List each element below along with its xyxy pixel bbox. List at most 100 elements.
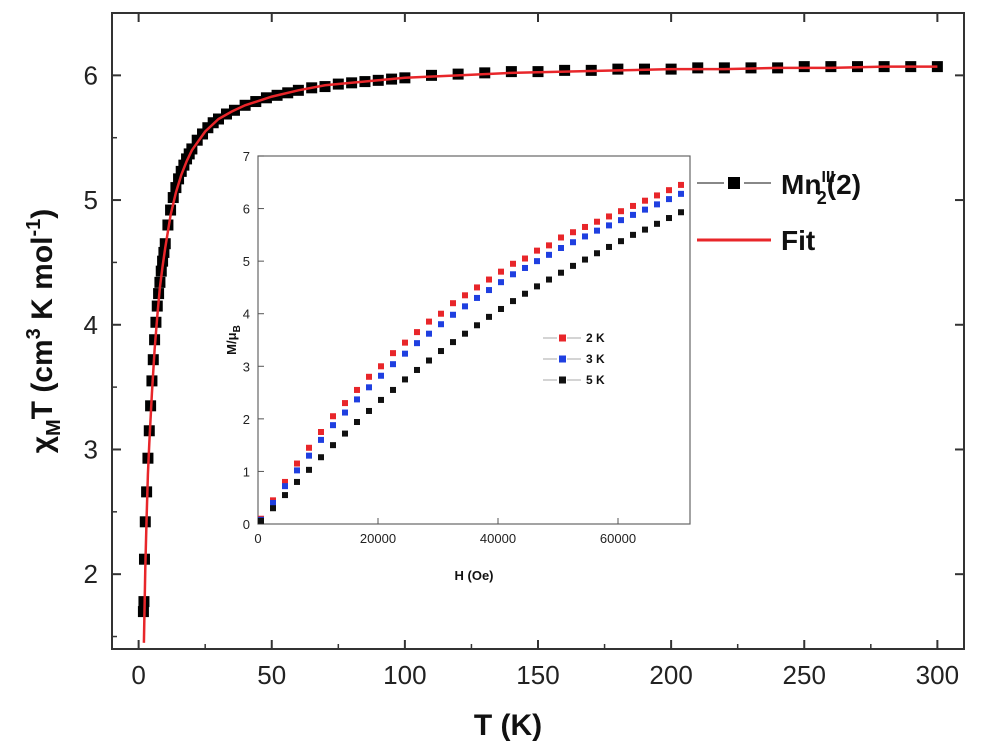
inset-data-point-5k [606, 243, 612, 250]
inset-data-point-3k [534, 258, 540, 265]
inset-y-tick-label: 0 [243, 517, 250, 532]
inset-data-point-2k [618, 208, 624, 215]
inset-data-point-2k [582, 223, 588, 230]
inset-data-point-3k [270, 499, 276, 506]
inset-data-point-3k [558, 245, 564, 251]
inset-data-point-5k [486, 313, 492, 320]
inset-data-point-3k [642, 206, 648, 213]
inset-data-point-5k [594, 250, 600, 257]
inset-data-point-3k [582, 233, 588, 240]
inset-x-axis-title: H (Oe) [455, 568, 494, 583]
inset-data-point-2k [558, 234, 564, 241]
inset-data-point-5k [414, 366, 420, 373]
mn-data-point [798, 61, 810, 73]
mn-data-point [479, 67, 491, 79]
mn-data-point [170, 182, 182, 194]
y-tick-label: 5 [84, 185, 98, 215]
inset-y-tick-label: 7 [243, 149, 250, 164]
legend-mn-tail: (2) [827, 169, 861, 200]
inset-data-point-5k [642, 226, 648, 233]
inset-data-point-5k [306, 466, 312, 473]
legend-mn-sub: 2 [817, 188, 827, 208]
y-axis-title-k: K mol [26, 237, 59, 329]
inset-data-point-5k [498, 305, 504, 312]
inset-y-tick-label: 3 [243, 359, 250, 374]
inset-data-point-2k [678, 181, 684, 188]
y-tick-label: 4 [84, 310, 98, 340]
inset-data-point-5k [450, 339, 456, 346]
inset-data-point-5k [510, 298, 516, 305]
inset-legend-marker [559, 355, 566, 363]
inset-axis-ticks: 0 20000 40000 60000 0 1 2 3 4 5 6 7 [243, 149, 636, 546]
mn-data-point [191, 134, 203, 146]
inset-data-point-2k [510, 260, 516, 267]
inset-data-point-3k [306, 452, 312, 459]
inset-legend-label: 2 K [586, 331, 605, 345]
inset-data-point-5k [534, 283, 540, 290]
inset-data-point-5k [318, 454, 324, 461]
inset-data-point-3k [282, 483, 288, 490]
inset-data-point-5k [426, 357, 432, 364]
inset-data-point-2k [306, 444, 312, 451]
inset-data-point-3k [546, 251, 552, 258]
y-axis-title-sup3: 3 [23, 328, 45, 339]
inset-data-point-2k [594, 218, 600, 225]
inset-data-point-2k [570, 229, 576, 236]
mn-data-point [825, 61, 837, 73]
inset-data-point-2k [534, 247, 540, 254]
mn-data-point [173, 173, 185, 185]
inset-data-point-2k [642, 197, 648, 204]
inset-data-point-2k [342, 400, 348, 407]
legend-fit-label: Fit [781, 225, 815, 256]
inset-data-point-2k [462, 292, 468, 299]
mn-data-point [175, 165, 187, 177]
inset-legend-label: 3 K [586, 352, 605, 366]
y-axis-title-close: ) [26, 209, 59, 219]
inset-data-point-3k [522, 264, 528, 271]
inset-data-point-2k [666, 187, 672, 194]
inset-legend: 2 K 3 K 5 K [543, 331, 605, 387]
inset-data-point-2k [378, 363, 384, 370]
y-axis-title-chi: χ [26, 435, 59, 453]
inset-data-point-3k [462, 303, 468, 310]
inset-x-tick-label: 60000 [600, 531, 636, 546]
inset-data-point-3k [498, 279, 504, 286]
inset-data-point-5k [282, 492, 288, 499]
inset-data-point-5k [474, 322, 480, 329]
inset-data-point-2k [630, 202, 636, 209]
y-tick-label: 3 [84, 434, 98, 464]
inset-plot-frame [257, 155, 691, 525]
legend-mn-base: Mn [781, 169, 821, 200]
inset-data-point-2k [486, 276, 492, 283]
inset-data-point-3k [630, 211, 636, 218]
inset-data-point-3k [606, 222, 612, 229]
inset-data-point-2k [450, 300, 456, 307]
inset-data-point-5k [522, 290, 528, 297]
main-legend: MnIII 2(2) Fit [697, 169, 861, 256]
inset-data-point-2k [654, 192, 660, 199]
inset-data-point-2k [498, 268, 504, 275]
x-tick-label: 300 [916, 660, 959, 690]
mn-data-point [319, 81, 331, 93]
inset-data-point-3k [654, 201, 660, 208]
inset-data-point-3k [486, 287, 492, 294]
mn-data-point [167, 192, 179, 204]
inset-data-point-2k [294, 460, 300, 467]
inset-data-point-5k [330, 442, 336, 449]
x-axis-title: T (K) [474, 709, 542, 742]
inset-data-point-5k [402, 376, 408, 383]
inset-data-point-3k [570, 239, 576, 246]
inset-data-point-2k [330, 413, 336, 420]
inset-data-point-3k [510, 271, 516, 278]
fit-line [142, 65, 938, 643]
inset-data-point-3k [426, 330, 432, 337]
inset-y-tick-label: 2 [243, 412, 250, 427]
inset-y-tick-label: 6 [243, 202, 250, 217]
inset-data-point-3k [318, 436, 324, 443]
y-tick-label: 2 [84, 559, 98, 589]
inset-data-point-5k [558, 269, 564, 276]
legend-mn-sup: III [821, 169, 834, 186]
inset-legend-marker [559, 376, 566, 384]
